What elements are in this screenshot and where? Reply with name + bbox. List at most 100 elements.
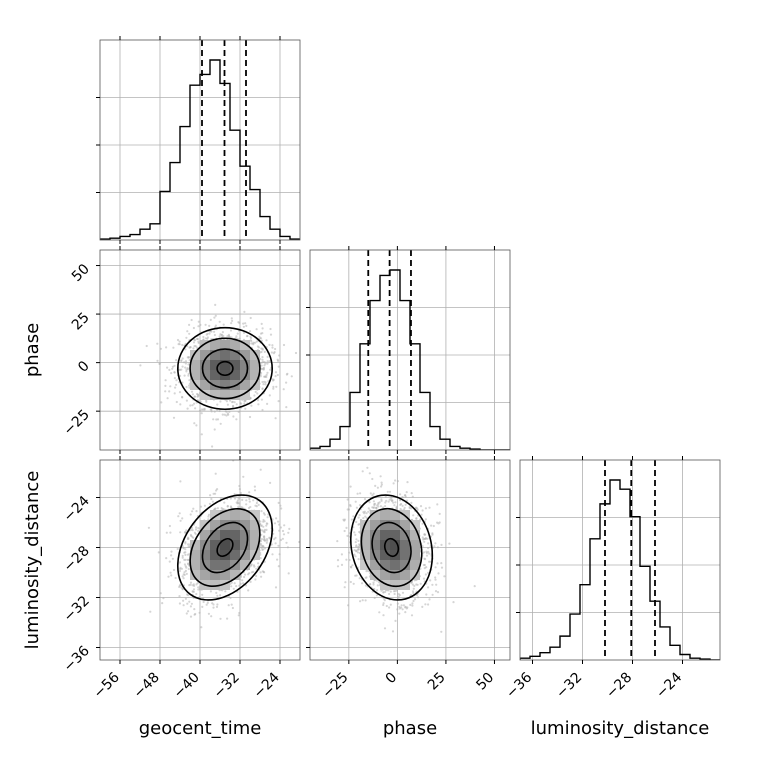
scatter-point [261,387,264,390]
scatter-point [423,537,427,540]
scatter-point [197,393,200,397]
scatter-point [227,334,231,337]
scatter-point [365,512,368,515]
x-tick-label: −28 [603,670,635,702]
scatter-point [346,534,349,537]
scatter-point [262,520,265,523]
x-tick-label: 50 [473,670,497,694]
scatter-point [421,536,424,539]
scatter-point [184,553,187,556]
scatter-point [434,542,437,545]
scatter-point [214,303,217,306]
scatter-point [276,373,279,377]
scatter-point [226,617,229,620]
density-cell [220,390,230,400]
scatter-point [336,559,340,562]
density-cell [240,520,250,530]
scatter-point [425,566,428,569]
scatter-point [343,518,346,521]
scatter-point [198,409,202,412]
scatter-point [184,362,187,365]
scatter-point [409,603,412,606]
scatter-point [375,579,379,582]
density-cell [390,570,400,580]
density-cell [240,380,250,390]
scatter-point [193,339,197,342]
scatter-point [413,598,417,601]
scatter-point [192,588,196,591]
scatter-point [214,472,217,475]
scatter-point [200,412,203,415]
scatter-point [197,320,200,323]
scatter-point [250,404,253,407]
scatter-point [210,497,213,501]
scatter-point [264,381,267,384]
contour-line [176,494,274,601]
scatter-point [348,532,351,535]
scatter-point [207,612,210,615]
scatter-point [438,512,441,515]
scatter-point [285,541,288,544]
panel-plot-area [100,460,300,660]
scatter-point [200,433,203,436]
contour-line [371,521,412,574]
x-axis-label-geocent_time: geocent_time [139,718,262,739]
scatter-point [437,522,440,525]
scatter-point [420,513,423,516]
scatter-point [189,615,193,618]
scatter-point [401,504,404,507]
scatter-point [225,410,228,413]
scatter-point [345,526,348,529]
scatter-point [182,577,185,580]
scatter-point [219,333,222,336]
scatter-point [169,571,172,574]
scatter-point [435,583,438,586]
density-cell [400,550,410,560]
scatter-point [403,494,407,497]
density-cell [390,510,400,520]
scatter-point [290,375,293,378]
scatter-point [264,375,267,378]
scatter-point [366,466,369,469]
density-cell [410,560,420,570]
scatter-point [219,594,222,597]
scatter-point [254,578,257,581]
x-tick-label: −24 [653,669,685,701]
scatter-point [231,319,234,322]
scatter-point [181,556,184,559]
scatter-point [268,394,271,397]
density-cell [210,580,220,590]
density-cell [390,530,400,540]
scatter-point [393,592,396,596]
scatter-point [168,560,171,563]
panel-plot-area [310,460,510,660]
scatter-point [249,316,252,320]
scatter-point [351,564,354,567]
scatter-point [186,558,189,561]
scatter-point [193,608,196,611]
density-cell [230,380,240,390]
density-cell [210,560,220,570]
scatter-point [261,358,264,361]
scatter-point [183,361,186,364]
scatter-point [226,412,229,415]
scatter-point [277,544,280,547]
scatter-point [170,574,173,577]
scatter-point [206,601,209,604]
panel-plot-area [100,40,300,240]
scatter-point [266,402,269,405]
scatter-point [399,507,402,511]
scatter-point [187,610,190,613]
scatter-point [243,402,246,405]
scatter-point [388,490,392,493]
scatter-point [171,557,174,560]
scatter-point [255,505,258,508]
scatter-point [265,541,268,544]
scatter-point [421,509,424,512]
x-tick-label: 25 [425,670,449,694]
scatter-point [259,375,262,378]
scatter-point [248,497,251,501]
scatter-point [176,338,180,342]
scatter-point [184,551,187,554]
scatter-point [262,512,265,515]
